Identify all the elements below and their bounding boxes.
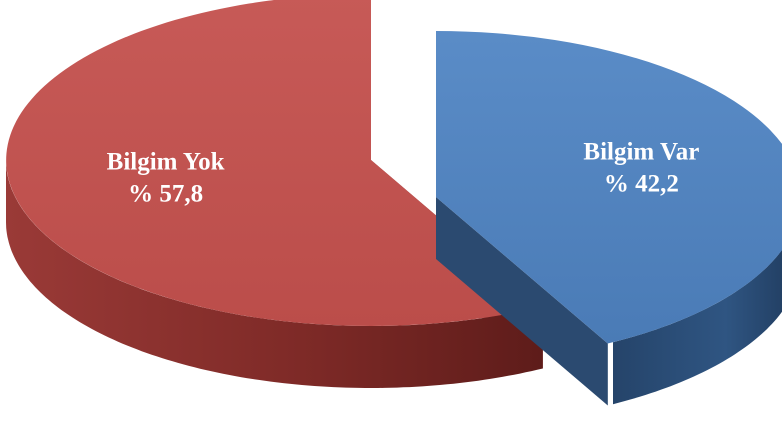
slice-wall (436, 197, 608, 406)
slice-top (6, 0, 543, 326)
pie-slices (6, 0, 782, 406)
slice-label-name: Bilgim Var (583, 139, 699, 166)
slice-label-name: Bilgim Yok (107, 148, 225, 175)
pie-slice-bilgim-var (436, 31, 782, 406)
slice-side (613, 249, 782, 405)
slice-label-value: % 57,8 (128, 180, 203, 207)
pie-labels: Bilgim Yok % 57,8 Bilgim Var % 42,2 (107, 139, 700, 208)
slice-side (6, 160, 543, 388)
slice-top (436, 31, 782, 344)
slice-label-value: % 42,2 (604, 171, 679, 198)
